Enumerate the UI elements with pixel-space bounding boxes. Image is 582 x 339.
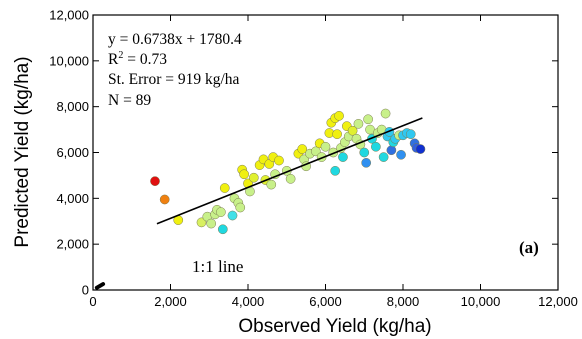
data-point — [206, 218, 217, 229]
x-tick-label: 0 — [89, 294, 96, 309]
data-point — [330, 165, 341, 176]
sample-count: N = 89 — [108, 92, 151, 109]
x-tick-label: 2,000 — [154, 294, 187, 309]
x-tick-label: 12,000 — [538, 294, 578, 309]
data-point — [338, 152, 348, 162]
data-point — [216, 207, 226, 217]
y-tick-label: 6,000 — [56, 145, 89, 160]
regression-line — [156, 117, 423, 225]
x-axis-title: Observed Yield (kg/ha) — [238, 316, 431, 337]
fit-lines — [94, 117, 423, 290]
regression-equation: y = 0.6738x + 1780.4 — [108, 31, 242, 48]
data-point — [320, 141, 331, 152]
data-point — [371, 141, 381, 152]
data-point — [334, 110, 344, 121]
y-tick-label: 2,000 — [56, 237, 89, 252]
r-squared-value: = 0.73 — [123, 51, 167, 68]
data-point — [159, 194, 170, 205]
data-point — [285, 174, 296, 184]
r-squared: R2 = 0.73 — [108, 50, 167, 68]
y-tick-label: 12,000 — [49, 8, 89, 23]
data-point — [359, 147, 370, 158]
x-tick-label: 8,000 — [387, 294, 420, 309]
data-point — [150, 176, 160, 186]
data-point — [196, 217, 207, 228]
data-point — [380, 108, 391, 119]
data-point — [378, 152, 389, 162]
data-point — [217, 224, 228, 235]
data-point — [396, 149, 406, 160]
data-point — [386, 145, 397, 156]
data-point — [239, 169, 249, 180]
data-point — [353, 119, 364, 129]
r-squared-symbol: R — [108, 51, 119, 68]
data-point — [266, 179, 277, 190]
data-point — [347, 125, 358, 136]
data-point — [235, 202, 246, 213]
data-point — [248, 172, 259, 183]
data-points — [150, 108, 426, 235]
standard-error: St. Error = 919 kg/ha — [108, 71, 240, 88]
x-tick-label: 6,000 — [309, 294, 342, 309]
data-point — [363, 114, 373, 125]
y-tick-label: 10,000 — [49, 53, 89, 68]
data-point — [227, 210, 238, 221]
x-tick-label: 4,000 — [232, 294, 265, 309]
data-point — [361, 157, 372, 168]
data-point — [415, 144, 426, 154]
axis-ticks — [92, 14, 559, 291]
x-tick-label: 10,000 — [461, 294, 501, 309]
x-tick-labels: 0 2,000 4,000 6,000 8,000 10,000 12,000 — [89, 294, 578, 309]
data-point — [219, 183, 230, 193]
data-point — [405, 129, 416, 140]
one-to-one-label: 1:1 line — [192, 257, 243, 276]
y-tick-label: 8,000 — [56, 99, 89, 114]
panel-label: (a) — [519, 238, 539, 257]
y-axis-title: Predicted Yield (kg/ha) — [12, 56, 33, 247]
r-squared-superscript: 2 — [118, 50, 123, 61]
one-to-one-line — [94, 282, 106, 290]
data-point — [332, 129, 342, 140]
data-point — [310, 146, 321, 157]
y-tick-labels: 0 2,000 4,000 6,000 8,000 10,000 12,000 — [49, 8, 89, 298]
y-tick-label: 4,000 — [56, 191, 89, 206]
data-point — [297, 144, 308, 154]
data-point — [274, 155, 284, 166]
y-tick-label: 0 — [82, 283, 89, 298]
